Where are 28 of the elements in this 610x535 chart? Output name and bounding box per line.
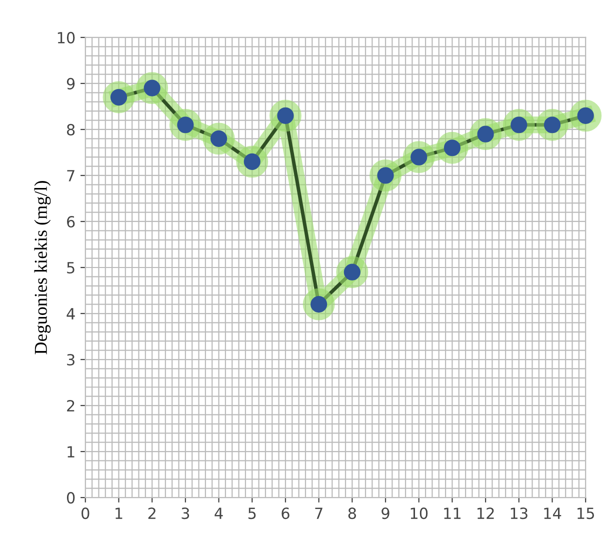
- y-tick-label: 10: [58, 32, 75, 44]
- y-tick-label: 0: [66, 492, 75, 504]
- x-tick-label: 6: [282, 508, 290, 520]
- x-tick-label: 5: [248, 508, 256, 520]
- x-tick-label: 14: [544, 508, 562, 519]
- x-tick-label: 8: [348, 508, 356, 520]
- x-tick-label: 1: [116, 508, 122, 519]
- x-tick-label: 11: [444, 508, 461, 519]
- x-tick-label: 10: [410, 508, 428, 520]
- x-tick-label: 12: [478, 508, 494, 519]
- x-tick-label: 4: [214, 508, 223, 519]
- x-tick-label: 2: [148, 508, 156, 519]
- x-tick-label: 3: [182, 508, 190, 520]
- y-tick-label: 6: [67, 216, 75, 228]
- x-tick-label: 0: [82, 508, 90, 520]
- y-tick-label: 5: [67, 262, 74, 274]
- y-axis-title: Deguonies kiekis (mg/l): [34, 181, 51, 354]
- x-tick-label: 15: [578, 508, 594, 520]
- y-tick-label: 2: [67, 400, 74, 412]
- y-tick-label: 4: [66, 308, 75, 320]
- x-tick-label: 7: [315, 508, 322, 519]
- x-tick-label: 13: [510, 508, 528, 520]
- y-tick-label: 7: [67, 170, 74, 182]
- y-tick-label: 1: [68, 446, 74, 458]
- y-tick-label: 3: [67, 354, 74, 366]
- x-tick-label: 9: [382, 508, 390, 520]
- y-tick-label: 9: [66, 78, 75, 90]
- y-tick-label: 8: [66, 124, 75, 136]
